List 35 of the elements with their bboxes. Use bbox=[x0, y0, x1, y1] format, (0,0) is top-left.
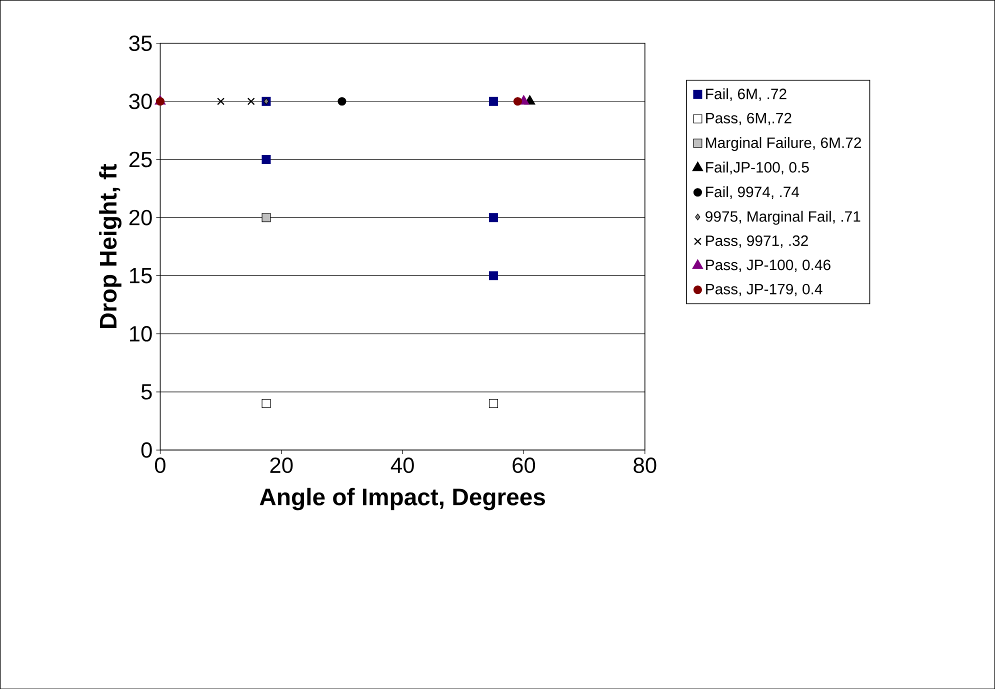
x-axis-title: Angle of Impact, Degrees bbox=[260, 488, 545, 510]
point bbox=[217, 98, 225, 106]
y-tick-label: 35 bbox=[129, 35, 152, 51]
y-tick-label: 5 bbox=[141, 384, 152, 400]
legend-label: Marginal Failure, 6M.72 bbox=[706, 136, 861, 151]
point bbox=[262, 213, 271, 222]
y-tick-label: 10 bbox=[130, 326, 152, 342]
y-tick-label: 15 bbox=[130, 268, 152, 284]
y-tick-label: 0 bbox=[141, 442, 152, 458]
point bbox=[338, 96, 346, 106]
legend-label: Pass, JP-179, 0.4 bbox=[706, 284, 822, 296]
y-tick-label: 30 bbox=[129, 94, 152, 110]
point bbox=[488, 398, 498, 408]
x-tick-label: 60 bbox=[512, 457, 536, 473]
legend-label: 9975, Marginal Fail, .71 bbox=[706, 210, 860, 225]
x-tick-label: 0 bbox=[154, 457, 166, 473]
point bbox=[262, 398, 271, 408]
legend-label: Pass, 9971, .32 bbox=[706, 235, 808, 248]
x-tick-label: 20 bbox=[270, 457, 293, 473]
legend-label: Pass, JP-100, 0.46 bbox=[706, 260, 830, 272]
point bbox=[262, 154, 271, 164]
x-tick-label: 40 bbox=[390, 457, 414, 473]
y-tick-label: 20 bbox=[129, 210, 152, 226]
point bbox=[247, 98, 255, 106]
point bbox=[488, 213, 498, 222]
y-tick-label: 25 bbox=[129, 152, 152, 168]
point bbox=[488, 271, 498, 280]
x-tick-label: 80 bbox=[634, 457, 656, 473]
y-axis-title: Drop Height, ft bbox=[99, 164, 122, 328]
legend-label: Pass, 6M,.72 bbox=[706, 112, 792, 126]
point bbox=[488, 96, 498, 106]
legend-label: Fail,JP-100, 0.5 bbox=[706, 162, 809, 174]
point bbox=[513, 96, 522, 106]
legend-label: Fail, 9974, .74 bbox=[706, 186, 800, 199]
legend-label: Fail, 6M, .72 bbox=[706, 88, 786, 101]
